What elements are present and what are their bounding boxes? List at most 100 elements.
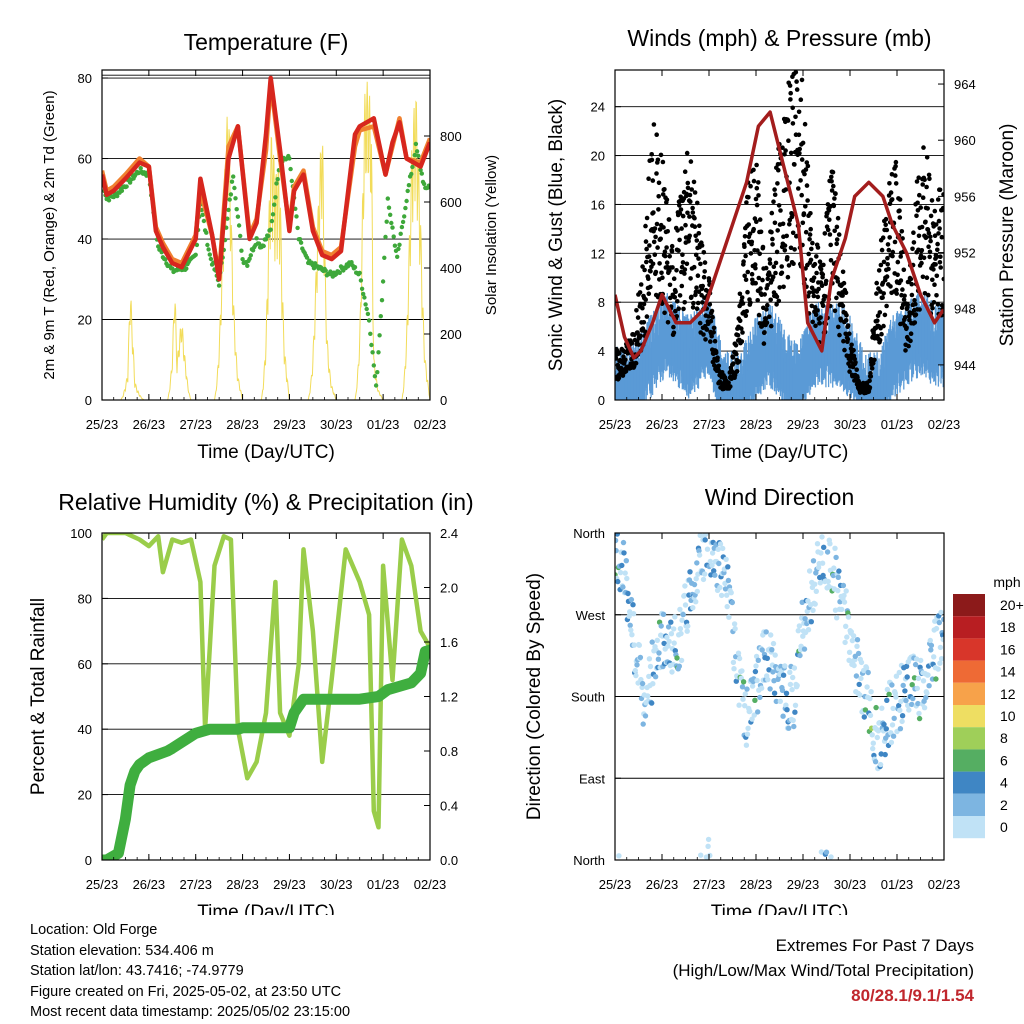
direction-point (909, 682, 915, 688)
direction-point (789, 686, 795, 693)
direction-point (810, 558, 817, 564)
direction-point (792, 702, 799, 708)
direction-point (615, 547, 619, 554)
direction-point (882, 751, 888, 758)
gust-point (807, 237, 812, 242)
direction-point (819, 534, 825, 540)
gust-point (661, 225, 666, 230)
direction-point (665, 643, 671, 649)
gust-point (744, 200, 749, 205)
direction-point (890, 733, 897, 739)
precipitation-line (102, 644, 430, 860)
gust-point (831, 183, 836, 189)
gust-point (881, 323, 886, 329)
direction-point (889, 722, 896, 728)
gust-point (775, 228, 780, 233)
gust-point (671, 276, 677, 282)
direction-point (754, 677, 760, 684)
direction-point (834, 615, 840, 621)
gust-point (788, 90, 793, 96)
gust-point (799, 157, 805, 162)
y-tick-label-3: West (576, 608, 606, 623)
y-tick-label-1: 8 (598, 295, 605, 310)
gust-point (938, 265, 943, 270)
direction-point (844, 634, 850, 640)
y-right-tick-label-0: 0 (440, 393, 447, 408)
gust-point (731, 361, 736, 366)
direction-point (819, 560, 826, 566)
gust-point (695, 273, 701, 279)
direction-point (763, 629, 769, 635)
x-tick-label-3: 01/23 (881, 877, 914, 892)
gust-point (798, 178, 803, 183)
legend-swatch (953, 682, 985, 705)
gust-point (913, 301, 918, 307)
direction-point (924, 690, 930, 696)
direction-point (884, 697, 890, 703)
direction-point (726, 614, 732, 620)
gust-point (677, 203, 682, 208)
gust-point (808, 226, 813, 232)
gust-point (932, 233, 938, 238)
gust-point (894, 291, 899, 296)
x-tick-label-2: 25/23 (86, 877, 119, 892)
gust-point (728, 384, 733, 389)
gust-point (914, 179, 920, 184)
direction-point (744, 731, 751, 737)
direction-point (703, 533, 709, 537)
y-tick-label-1: 4 (598, 344, 605, 359)
gust-point (900, 287, 905, 292)
y-tick-label-0: 60 (78, 152, 92, 167)
direction-point (867, 712, 874, 719)
gust-point (927, 176, 932, 182)
gust-point (740, 330, 745, 335)
gust-point (752, 262, 758, 267)
legend-swatch (953, 749, 985, 772)
gust-point (644, 215, 650, 221)
direction-point (843, 588, 849, 594)
gust-point (694, 238, 700, 243)
y-tick-label-0: 20 (78, 313, 92, 328)
gust-point (878, 262, 884, 268)
charts-canvas: 25/23 26/23 27/23 28/23 29/23 30/23 01/23 02/23… (28, 25, 1024, 923)
direction-point (783, 690, 790, 696)
gust-point (669, 243, 675, 249)
gust-point (653, 269, 659, 275)
dewpoint-point (384, 219, 389, 224)
direction-point (861, 714, 867, 720)
gust-point (794, 79, 799, 84)
gust-point (726, 380, 731, 386)
gust-point (845, 323, 851, 328)
direction-point (682, 602, 689, 608)
gust-point (653, 234, 658, 240)
gust-point (767, 314, 772, 320)
solar-insolation-line (102, 81, 430, 400)
gust-point (710, 314, 715, 320)
x-tick-label-2: 30/23 (320, 877, 353, 892)
dewpoint-point (184, 266, 189, 271)
direction-point (868, 689, 874, 695)
gust-point (763, 265, 769, 271)
gust-point (629, 340, 635, 346)
y-tick-label-1: 24 (591, 100, 605, 115)
legend-swatch (953, 616, 985, 639)
direction-point (620, 584, 626, 590)
gust-point (695, 200, 700, 206)
gust-point (786, 263, 792, 268)
gust-point (744, 309, 749, 314)
dewpoint-point (263, 237, 269, 242)
gust-point (895, 259, 901, 265)
gust-point (685, 180, 691, 186)
dewpoint-point (272, 202, 277, 207)
gust-point (880, 295, 885, 300)
gust-point (764, 320, 770, 326)
gust-point (847, 331, 852, 337)
direction-point (787, 681, 794, 688)
dewpoint-point (287, 156, 292, 161)
direction-point (740, 679, 747, 685)
gust-point (674, 268, 679, 273)
gust-point (827, 217, 832, 222)
gust-point (690, 305, 696, 310)
temp-2m-line (102, 75, 430, 282)
direction-point (628, 627, 634, 633)
